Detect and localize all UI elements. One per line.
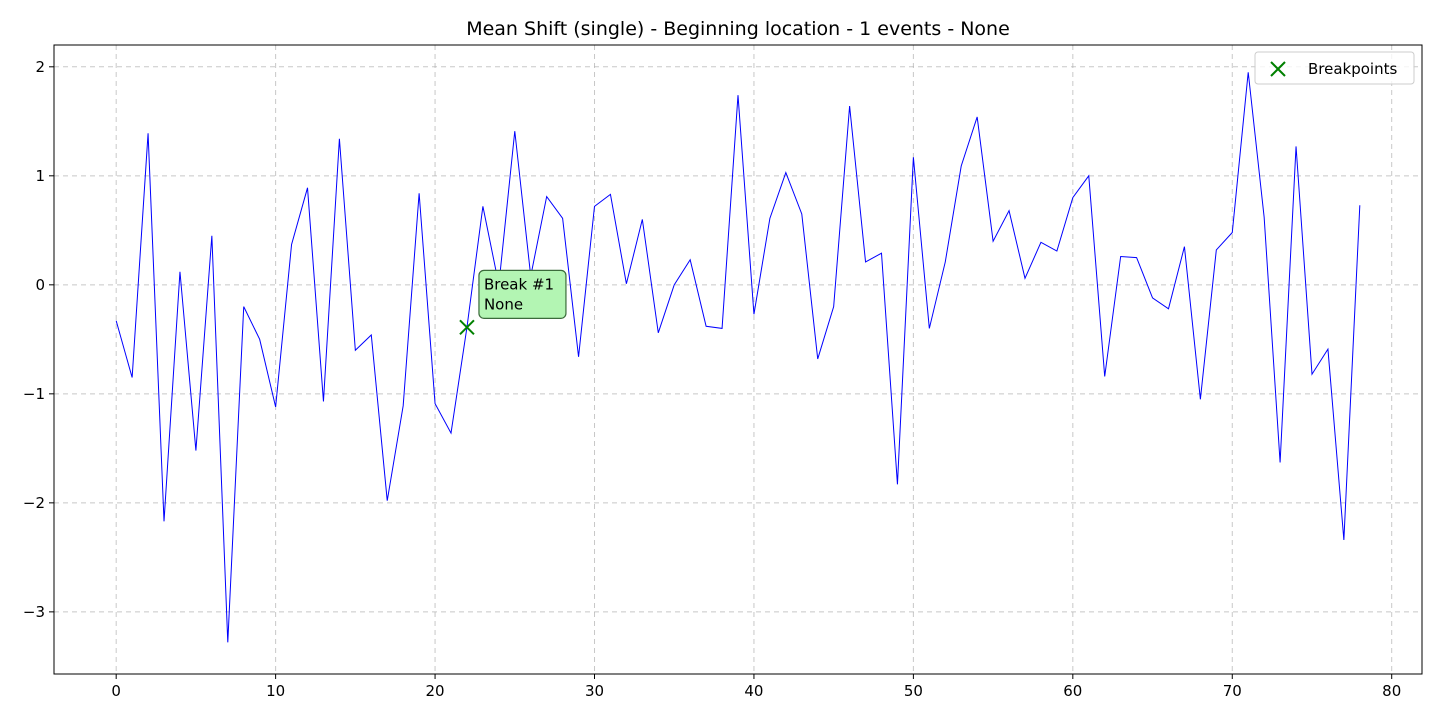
x-tick-label: 10	[266, 682, 285, 700]
breakpoint-markers	[459, 319, 475, 336]
y-tick-label: −2	[23, 494, 45, 512]
x-tick-label: 60	[1063, 682, 1082, 700]
annotations: Break #1 None	[478, 269, 567, 319]
x-tick-label: 40	[744, 682, 763, 700]
x-tick-label: 70	[1223, 682, 1242, 700]
x-tick-label: 0	[111, 682, 121, 700]
y-tick-label: −3	[23, 603, 45, 621]
x-tick-label: 20	[426, 682, 445, 700]
annotation-value: None	[484, 295, 523, 313]
marker-stroke	[1270, 61, 1286, 77]
chart-title: Mean Shift (single) - Beginning location…	[466, 18, 1010, 40]
annotation-box	[478, 269, 567, 319]
series-line	[115, 72, 1361, 643]
x-tick-label: 30	[585, 682, 604, 700]
y-tick-label: −1	[23, 385, 45, 403]
breakpoint-marker	[459, 319, 475, 336]
marker-stroke	[459, 319, 475, 336]
legend-breakpoint-marker	[1270, 61, 1286, 77]
legend-label: Breakpoints	[1308, 60, 1397, 78]
legend: Breakpoints	[1254, 51, 1415, 85]
series-layer	[115, 72, 1361, 643]
legend-marker-symbol	[1270, 61, 1286, 77]
y-tick-label: 0	[35, 276, 45, 294]
grid	[54, 45, 1422, 674]
legend-frame	[1254, 51, 1415, 85]
x-tick-label: 80	[1382, 682, 1401, 700]
plot-frame	[53, 44, 1423, 675]
y-tick-label: 2	[35, 58, 45, 76]
annotation-title: Break #1	[484, 275, 554, 293]
y-tick-label: 1	[35, 167, 45, 185]
x-tick-label: 50	[904, 682, 923, 700]
